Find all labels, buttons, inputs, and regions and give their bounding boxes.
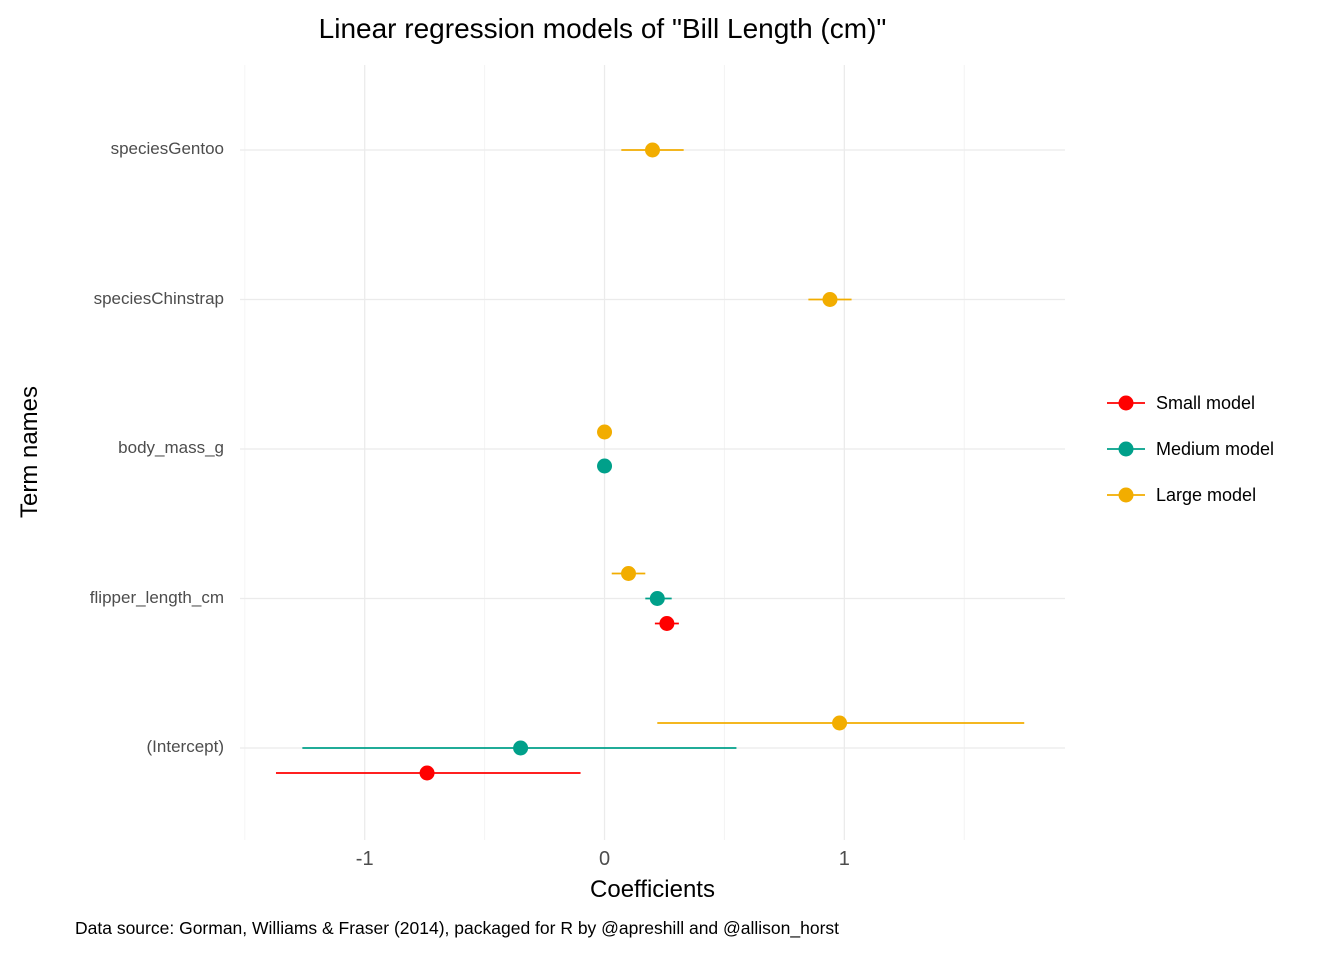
legend-item: Medium model [1105, 436, 1274, 462]
chart-title: Linear regression models of "Bill Length… [318, 13, 887, 44]
legend-label: Large model [1156, 484, 1257, 505]
y-category-label: speciesChinstrap [93, 288, 224, 308]
data-point[interactable] [597, 458, 613, 474]
legend-key-point [1118, 395, 1134, 411]
y-category-label: speciesGentoo [110, 139, 224, 158]
legend-item: Small model [1105, 390, 1274, 416]
plot-panel [240, 65, 1065, 840]
legend-key-point [1118, 487, 1134, 503]
x-axis-title: Coefficients [590, 876, 715, 903]
data-point[interactable] [597, 424, 613, 440]
legend: Small model Medium model Large model [1105, 390, 1274, 508]
caption: Data source: Gorman, Williams & Fraser (… [75, 918, 840, 938]
legend-label: Medium model [1156, 438, 1275, 459]
data-point[interactable] [649, 591, 665, 606]
legend-key-point [1118, 441, 1134, 457]
legend-key-icon [1107, 487, 1145, 503]
data-point[interactable] [645, 142, 660, 158]
y-axis-title: Term names [16, 385, 43, 519]
legend-item: Large model [1105, 482, 1274, 508]
plot-canvas [240, 65, 1065, 840]
y-category-label: body_mass_g [118, 438, 224, 457]
data-point[interactable] [659, 616, 675, 631]
data-point[interactable] [621, 566, 637, 581]
data-point[interactable] [513, 740, 529, 756]
x-tick-label: 0 [598, 848, 611, 870]
data-point[interactable] [832, 715, 848, 731]
y-category-label: (Intercept) [146, 737, 224, 756]
data-point[interactable] [822, 292, 838, 307]
y-axis-category-labels: speciesGentoo speciesChinstrap body_mass_g… [0, 65, 232, 840]
x-tick-label: -1 [355, 848, 374, 870]
legend-label: Small model [1156, 392, 1256, 413]
legend-key-icon [1107, 395, 1145, 411]
legend-key-icon [1107, 441, 1145, 457]
y-category-label: flipper_length_cm [89, 587, 224, 607]
data-point[interactable] [419, 765, 435, 781]
x-tick-label: 1 [838, 848, 850, 870]
